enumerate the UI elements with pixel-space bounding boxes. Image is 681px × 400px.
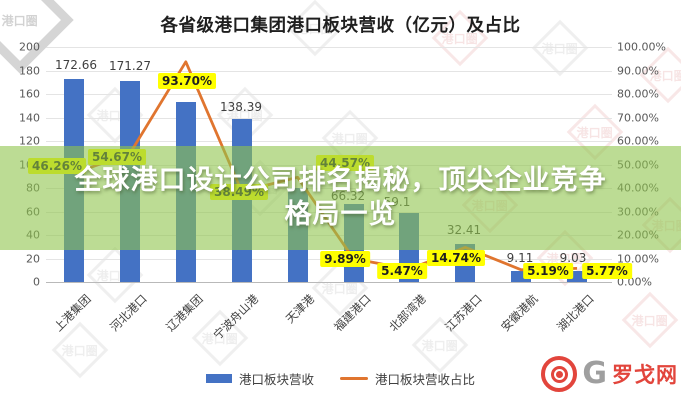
legend-item-share: 港口板块营收占比 [340, 369, 475, 388]
legend-item-revenue: 港口板块营收 [205, 369, 314, 388]
bar-value-label: 171.27 [109, 59, 151, 73]
bar-value-label: 9.11 [506, 251, 534, 265]
y-axis-tick-left: 0 [33, 275, 40, 289]
legend-label: 港口板块营收占比 [375, 372, 476, 387]
chart-legend: 港口板块营收 港口板块营收占比 [0, 369, 681, 388]
chart-title: 各省级港口集团港口板块营收（亿元）及占比 [160, 16, 521, 36]
y-axis-tick-left: 140 [19, 111, 40, 124]
gridline [46, 94, 612, 95]
bar [511, 271, 532, 282]
banner-text-line2: 格局一览 [284, 199, 397, 230]
line-point-label: 5.77% [582, 263, 632, 279]
gridline [46, 47, 612, 48]
line-point-label: 9.89% [320, 251, 370, 267]
bar-value-label: 9.03 [559, 251, 587, 265]
legend-label: 港口板块营收 [238, 372, 314, 387]
line-point-label: 5.47% [377, 263, 427, 279]
y-axis-tick-right: 80.00% [617, 87, 659, 101]
y-axis-tick-left: 200 [19, 40, 40, 54]
line-point-label: 14.74% [427, 250, 485, 266]
y-axis-tick-left: 160 [19, 87, 40, 101]
promo-banner: 全球港口设计公司排名揭秘，顶尖企业竞争 格局一览 [0, 146, 681, 250]
y-axis-tick-right: 100.00% [617, 40, 666, 54]
gridline [46, 117, 612, 119]
bar-value-label: 172.66 [55, 58, 97, 72]
gridline [46, 141, 612, 142]
y-axis-tick-right: 90.00% [617, 64, 659, 77]
logo-rings-icon [541, 356, 578, 392]
bar-value-label: 138.39 [220, 100, 262, 114]
y-axis-tick-left: 20 [26, 252, 40, 265]
bar [567, 271, 588, 282]
y-axis-tick-right: 10.00% [617, 252, 659, 265]
y-axis-tick-left: 180 [19, 64, 40, 77]
line-point-label: 5.19% [523, 263, 573, 279]
logo-letter-g: G [582, 356, 607, 391]
y-axis-tick-right: 60.00% [617, 134, 659, 148]
y-axis-tick-right: 70.00% [617, 111, 659, 124]
x-axis-line [46, 282, 612, 283]
banner-text-line1: 全球港口设计公司排名揭秘，顶尖企业竞争 [74, 165, 607, 196]
line-point-label: 93.70% [158, 73, 216, 89]
y-axis-tick-left: 120 [19, 134, 40, 148]
logclub-logo: G 罗戈网 [541, 356, 678, 392]
bar-swatch-icon [205, 374, 232, 383]
line-swatch-icon [340, 376, 368, 381]
logo-brand-name: 罗戈网 [612, 363, 678, 387]
gridline [46, 70, 612, 72]
